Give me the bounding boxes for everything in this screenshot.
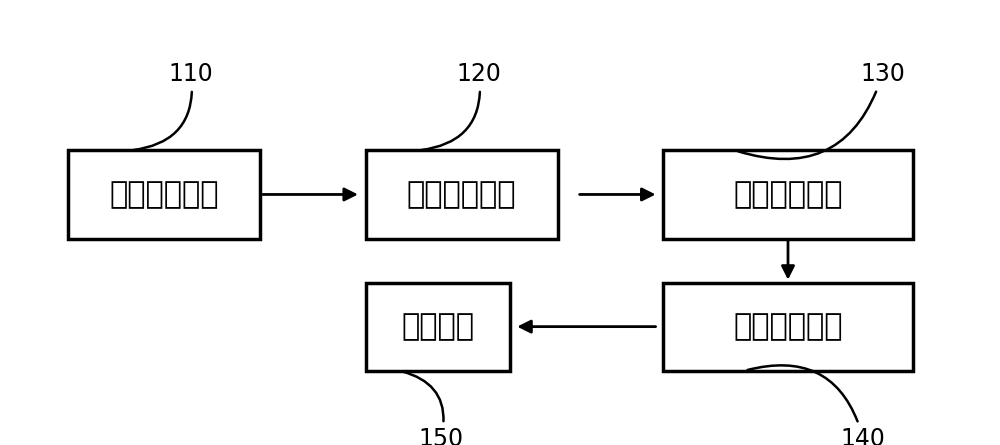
Text: 140: 140 <box>747 365 886 445</box>
Bar <box>366 283 510 371</box>
Bar <box>663 150 913 239</box>
Bar <box>663 283 913 371</box>
Text: 120: 120 <box>421 62 502 150</box>
Text: 第四获取模块: 第四获取模块 <box>733 312 843 341</box>
Text: 130: 130 <box>738 62 905 159</box>
Text: 写入模块: 写入模块 <box>401 312 474 341</box>
Text: 第一获取模块: 第一获取模块 <box>109 180 219 209</box>
Bar <box>366 150 558 239</box>
Bar <box>68 150 260 239</box>
Text: 第二获取模块: 第二获取模块 <box>407 180 516 209</box>
Text: 110: 110 <box>133 62 214 150</box>
Text: 第三获取模块: 第三获取模块 <box>733 180 843 209</box>
Text: 150: 150 <box>402 372 464 445</box>
